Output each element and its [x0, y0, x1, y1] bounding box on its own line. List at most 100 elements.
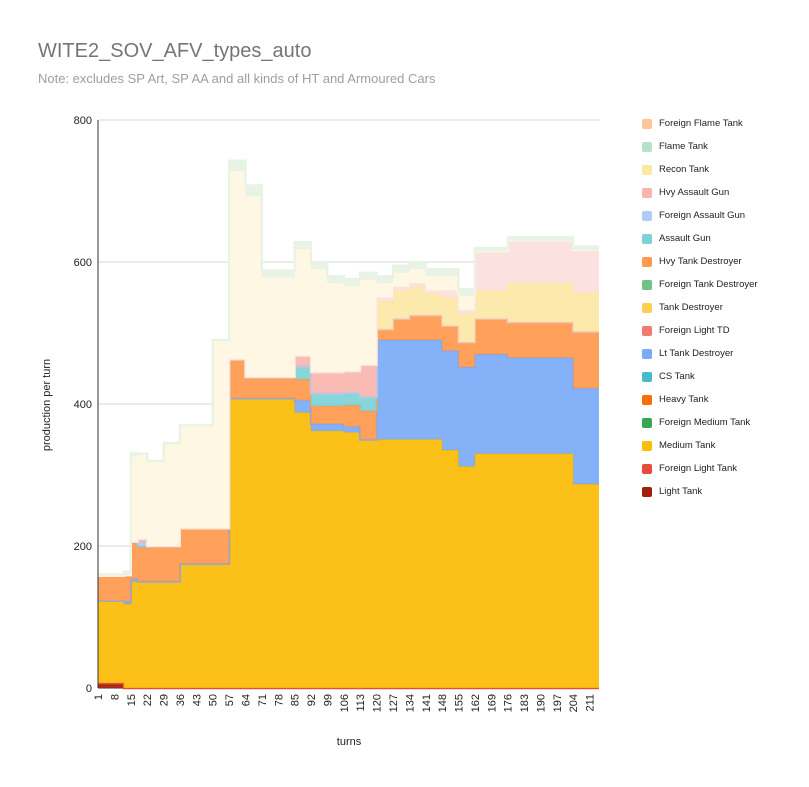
- area-lt-tank-destroyer: [98, 340, 599, 605]
- y-tick-label-1: 200: [74, 541, 92, 553]
- legend-label: Foreign Light TD: [659, 325, 730, 336]
- legend-swatch: [642, 187, 652, 198]
- y-tick-label-0: 0: [86, 683, 92, 695]
- chart-subtitle: Note: excludes SP Art, SP AA and all kin…: [38, 71, 436, 86]
- x-tick-label-21: 148: [437, 694, 449, 712]
- y-axis-label: production per turn: [41, 359, 53, 451]
- legend-item-foreign-light-tank[interactable]: Foreign Light Tank: [642, 457, 758, 480]
- x-tick-label-30: 211: [585, 694, 597, 712]
- area-upper-band-1: [98, 171, 599, 576]
- legend-swatch: [642, 141, 652, 152]
- x-tick-label-18: 127: [388, 694, 400, 712]
- y-tick-label-3: 600: [74, 257, 92, 269]
- legend-label: CS Tank: [659, 371, 695, 382]
- x-tick-label-2: 15: [126, 694, 138, 706]
- x-tick-label-25: 176: [503, 694, 515, 712]
- x-tick-label-16: 113: [355, 694, 367, 712]
- area-recon-tank: [98, 283, 599, 576]
- legend-item-heavy-tank[interactable]: Heavy Tank: [642, 388, 758, 411]
- x-tick-label-15: 106: [339, 694, 351, 712]
- x-tick-label-5: 36: [175, 694, 187, 706]
- area-upper-band-0: [98, 240, 599, 576]
- legend-label: Foreign Medium Tank: [659, 417, 751, 428]
- legend-swatch: [642, 417, 652, 428]
- legend-swatch: [642, 164, 652, 175]
- x-tick-label-4: 29: [159, 694, 171, 706]
- area-medium-tank: [98, 398, 599, 688]
- legend-item-hvy-tank-destroyer[interactable]: Hvy Tank Destroyer: [642, 250, 758, 273]
- legend-label: Foreign Light Tank: [659, 463, 737, 474]
- legend-item-flame-tank[interactable]: Flame Tank: [642, 135, 758, 158]
- x-tick-label-22: 155: [454, 694, 466, 712]
- x-tick-label-14: 99: [322, 694, 334, 706]
- legend-swatch: [642, 302, 652, 313]
- legend-item-assault-gun[interactable]: Assault Gun: [642, 227, 758, 250]
- legend-label: Foreign Assault Gun: [659, 210, 746, 221]
- legend-item-cs-tank[interactable]: CS Tank: [642, 365, 758, 388]
- legend-item-foreign-assault-gun[interactable]: Foreign Assault Gun: [642, 204, 758, 227]
- x-tick-label-23: 162: [470, 694, 482, 712]
- x-tick-label-11: 78: [273, 694, 285, 706]
- legend-label: Light Tank: [659, 486, 703, 497]
- legend-swatch: [642, 348, 652, 359]
- legend-label: Hvy Tank Destroyer: [659, 256, 742, 267]
- legend-label: Heavy Tank: [659, 394, 709, 405]
- x-tick-label-1: 8: [109, 694, 121, 700]
- legend-label: Tank Destroyer: [659, 302, 723, 313]
- legend-swatch: [642, 463, 652, 474]
- legend-item-foreign-light-td[interactable]: Foreign Light TD: [642, 319, 758, 342]
- x-tick-label-27: 190: [535, 694, 547, 712]
- x-tick-label-29: 204: [568, 694, 580, 712]
- legend-swatch: [642, 325, 652, 336]
- x-tick-label-3: 22: [142, 694, 154, 706]
- legend-swatch: [642, 371, 652, 382]
- legend-swatch: [642, 256, 652, 267]
- line-upper-band-2: [98, 159, 599, 576]
- legend-swatch: [642, 210, 652, 221]
- legend-swatch: [642, 486, 652, 497]
- x-tick-label-8: 57: [224, 694, 236, 706]
- chart-legend: Foreign Flame Tank Flame Tank Recon Tank Hv…: [642, 112, 758, 503]
- legend-item-hvy-assault-gun[interactable]: Hvy Assault Gun: [642, 181, 758, 204]
- legend-swatch: [642, 394, 652, 405]
- x-tick-label-28: 197: [552, 694, 564, 712]
- x-tick-label-0: 1: [93, 694, 105, 700]
- x-tick-label-7: 50: [208, 694, 220, 706]
- x-tick-label-9: 64: [240, 694, 252, 706]
- x-tick-label-26: 183: [519, 694, 531, 712]
- legend-item-tank-destroyer[interactable]: Tank Destroyer: [642, 296, 758, 319]
- y-tick-label-2: 400: [74, 399, 92, 411]
- legend-swatch: [642, 118, 652, 129]
- legend-swatch: [642, 440, 652, 451]
- x-tick-label-10: 71: [257, 694, 269, 706]
- chart-title: WITE2_SOV_AFV_types_auto: [38, 40, 312, 62]
- legend-label: Hvy Assault Gun: [659, 187, 730, 198]
- x-tick-label-24: 169: [486, 694, 498, 712]
- legend-label: Assault Gun: [659, 233, 711, 244]
- x-tick-label-12: 85: [290, 694, 302, 706]
- x-tick-label-20: 141: [421, 694, 433, 712]
- x-tick-label-19: 134: [404, 694, 416, 712]
- x-tick-label-6: 43: [191, 694, 203, 706]
- legend-label: Flame Tank: [659, 141, 708, 152]
- legend-label: Medium Tank: [659, 440, 716, 451]
- legend-item-medium-tank[interactable]: Medium Tank: [642, 434, 758, 457]
- legend-item-light-tank[interactable]: Light Tank: [642, 480, 758, 503]
- legend-item-lt-tank-destroyer[interactable]: Lt Tank Destroyer: [642, 342, 758, 365]
- legend-item-recon-tank[interactable]: Recon Tank: [642, 158, 758, 181]
- x-axis-label: turns: [337, 736, 362, 748]
- area-hvy-tank-destroyer: [98, 315, 599, 602]
- y-tick-label-4: 800: [74, 115, 92, 127]
- legend-label: Foreign Flame Tank: [659, 118, 743, 129]
- x-tick-label-13: 92: [306, 694, 318, 706]
- legend-swatch: [642, 279, 652, 290]
- legend-item-foreign-flame-tank[interactable]: Foreign Flame Tank: [642, 112, 758, 135]
- legend-item-foreign-medium-tank[interactable]: Foreign Medium Tank: [642, 411, 758, 434]
- legend-swatch: [642, 233, 652, 244]
- legend-label: Recon Tank: [659, 164, 709, 175]
- legend-item-foreign-tank-destroyer[interactable]: Foreign Tank Destroyer: [642, 273, 758, 296]
- legend-label: Lt Tank Destroyer: [659, 348, 734, 359]
- legend-label: Foreign Tank Destroyer: [659, 279, 758, 290]
- x-tick-label-17: 120: [372, 694, 384, 712]
